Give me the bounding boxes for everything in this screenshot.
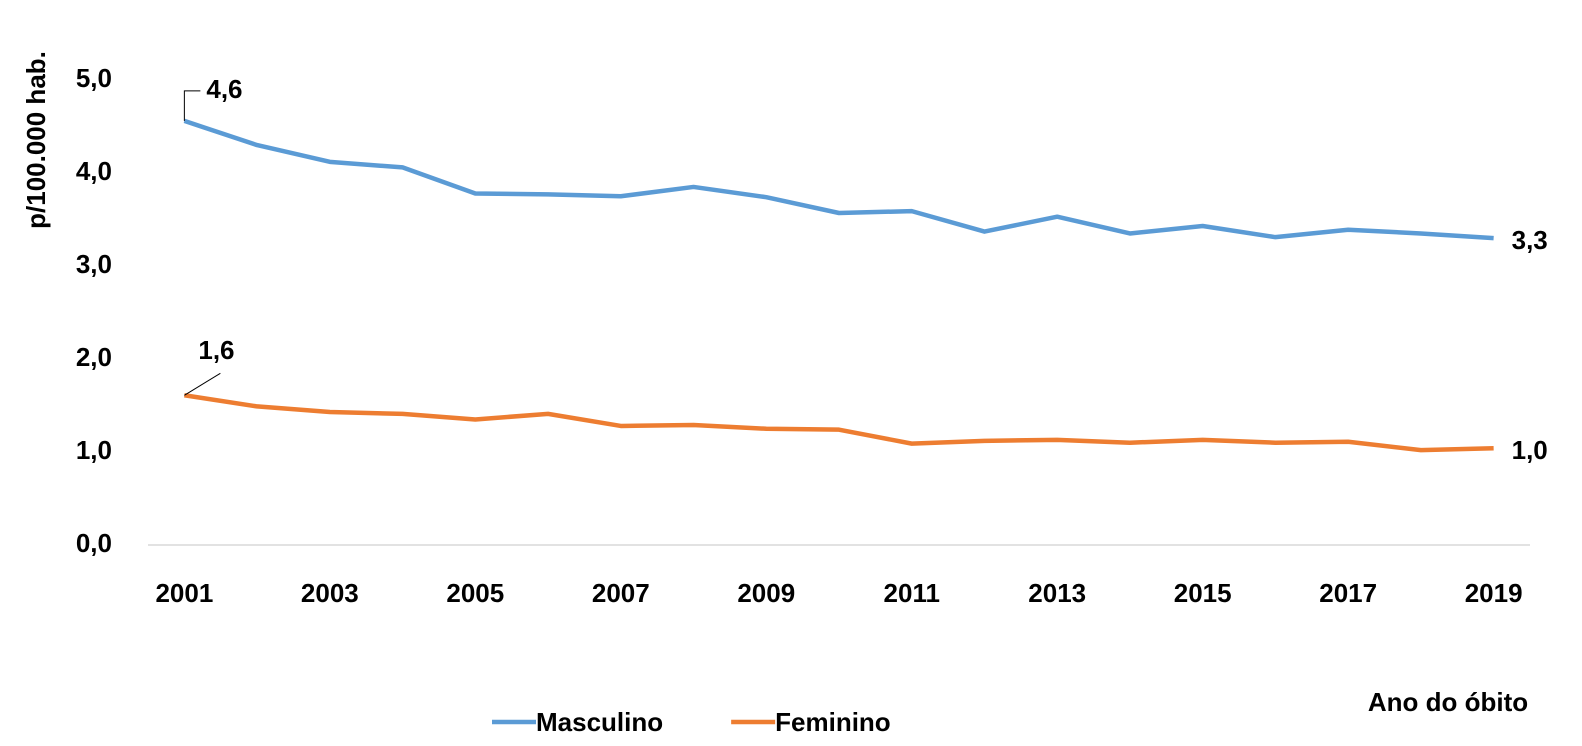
- x-tick-label: 2007: [592, 578, 650, 608]
- y-tick-label: 0,0: [76, 528, 112, 558]
- leader-line: [184, 372, 221, 396]
- x-tick-label: 2013: [1028, 578, 1086, 608]
- y-axis-title: p/100.000 hab.: [21, 51, 51, 229]
- x-tick-label: 2011: [884, 578, 940, 608]
- x-tick-label: 2001: [155, 578, 213, 608]
- y-tick-label: 2,0: [76, 342, 112, 372]
- legend-label: Masculino: [536, 707, 663, 737]
- y-tick-label: 4,0: [76, 156, 112, 186]
- y-tick-label: 5,0: [76, 63, 112, 93]
- data-label: 1,6: [198, 335, 234, 365]
- data-label: 3,3: [1512, 225, 1548, 255]
- legend-label: Feminino: [775, 707, 891, 737]
- x-tick-label: 2017: [1319, 578, 1377, 608]
- x-tick-label: 2009: [737, 578, 795, 608]
- y-tick-label: 3,0: [76, 249, 112, 279]
- data-label: 4,6: [206, 74, 242, 104]
- x-tick-label: 2005: [446, 578, 504, 608]
- y-tick-label: 1,0: [76, 435, 112, 465]
- line: [184, 393, 1494, 453]
- x-tick-label: 2003: [301, 578, 359, 608]
- x-tick-label: 2019: [1465, 578, 1523, 608]
- x-tick-label: 2015: [1174, 578, 1232, 608]
- data-label: 1,0: [1512, 435, 1548, 465]
- line: [183, 118, 1494, 241]
- x-axis-title: Ano do óbito: [1368, 687, 1528, 717]
- leader-line: [183, 90, 201, 121]
